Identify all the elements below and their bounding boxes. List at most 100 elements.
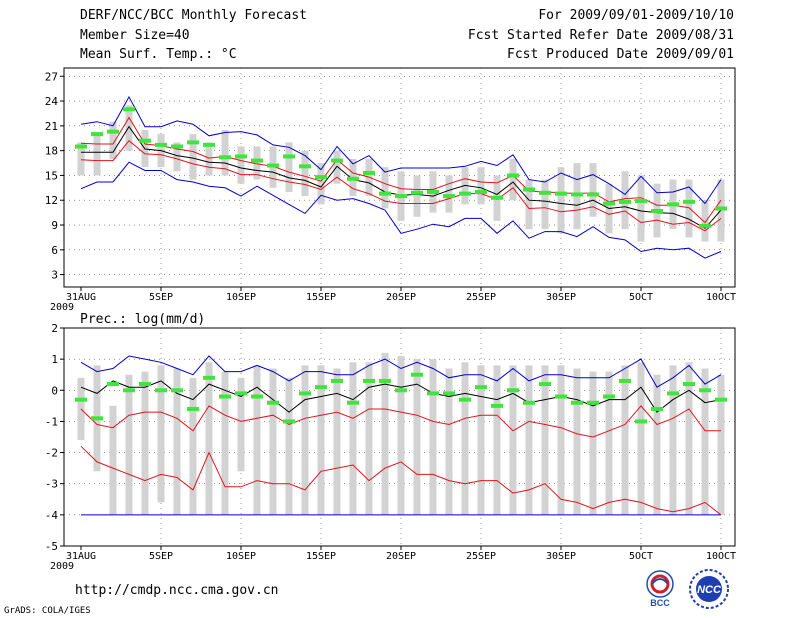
temp-plot-frame	[63, 67, 736, 288]
prec-ensemble-mark	[395, 388, 407, 393]
temp-ensemble-mark	[267, 163, 279, 168]
temp-ensemble-mark	[107, 129, 119, 134]
prec-ensemble-mark	[171, 388, 183, 393]
prec-ensemble-mark	[411, 372, 423, 377]
prec-ensemble-mark	[667, 391, 679, 396]
temp-ensemble-mark	[651, 208, 663, 213]
prec-box	[605, 371, 613, 515]
temp-ensemble-mark	[491, 195, 503, 200]
prec-ensemble-mark	[299, 391, 311, 396]
temp-box	[253, 146, 261, 180]
prec-box	[445, 368, 453, 515]
temp-ensemble-mark	[635, 199, 647, 204]
temp-box	[77, 142, 85, 176]
temp-box	[541, 179, 549, 230]
prec-y-tick-label: -2	[45, 447, 58, 460]
prec-box	[413, 359, 421, 515]
prec-x-tick-label: 20SEP	[386, 551, 416, 562]
prec-ensemble-mark	[139, 382, 151, 387]
temp-box	[589, 163, 597, 217]
prec-y-tick-label: 1	[51, 353, 58, 366]
temp-ensemble-mark	[219, 155, 231, 160]
temp-ensemble-mark	[331, 158, 343, 163]
temp-box	[301, 150, 309, 197]
temp-ensemble-mark	[459, 191, 471, 196]
prec-ensemble-mark	[555, 394, 567, 399]
temp-ensemble-mark	[363, 170, 375, 175]
prec-box	[509, 365, 517, 515]
prec-box	[125, 374, 133, 515]
temp-ensemble-mark	[587, 192, 599, 197]
temp-box	[701, 200, 709, 242]
temp-box	[221, 129, 229, 176]
prec-ensemble-mark	[107, 382, 119, 387]
prec-y-tick-label: -3	[45, 478, 58, 491]
prec-ensemble-mark	[219, 394, 231, 399]
prec-y-tick-label: -5	[45, 540, 58, 553]
ncc-logo-text: NCC	[697, 584, 722, 596]
prec-ensemble-mark	[699, 388, 711, 393]
prec-ensemble-mark	[491, 403, 503, 408]
prec-plot-frame	[63, 327, 736, 547]
prec-x-tick-label: 5OCT	[629, 551, 653, 562]
temp-box	[509, 158, 517, 201]
temp-y-tick-label: 12	[45, 194, 58, 207]
prec-box	[365, 362, 373, 515]
bcc-logo: BCC	[640, 568, 680, 608]
temp-box	[173, 142, 181, 172]
prec-box	[717, 374, 725, 515]
prec-ensemble-mark	[459, 397, 471, 402]
temp-y-tick-label: 6	[51, 244, 58, 257]
prec-box	[541, 365, 549, 515]
temp-ensemble-mark	[683, 199, 695, 204]
prec-box	[285, 377, 293, 515]
prec-box	[109, 405, 117, 515]
temp-ensemble-mark	[475, 189, 487, 194]
prec-ensemble-mark	[75, 397, 87, 402]
prec-box	[525, 365, 533, 515]
temp-box	[317, 163, 325, 205]
prec-ensemble-mark	[187, 406, 199, 411]
prec-series-p10	[80, 445, 722, 516]
temp-box	[381, 167, 389, 209]
temp-ensemble-mark	[203, 142, 215, 147]
temp-box	[205, 142, 213, 176]
variable-label: Mean Surf. Temp.: °C	[80, 47, 237, 62]
prec-box	[397, 356, 405, 515]
temp-ensemble-mark	[171, 144, 183, 149]
prec-ensemble-mark	[523, 400, 535, 405]
temp-box	[189, 134, 197, 180]
prec-x-year-label: 2009	[50, 561, 74, 572]
prec-box	[349, 362, 357, 515]
temp-ensemble-mark	[571, 192, 583, 197]
prec-x-tick-label: 15SEP	[306, 551, 336, 562]
prec-y-tick-label: 2	[51, 322, 58, 335]
temp-ensemble-mark	[123, 107, 135, 112]
prec-ensemble-mark	[155, 388, 167, 393]
temp-ensemble-mark	[283, 154, 295, 159]
prec-y-tick-label: -1	[45, 415, 58, 428]
temp-box	[413, 175, 421, 217]
prec-ensemble-mark	[475, 385, 487, 390]
prec-ensemble-mark	[587, 400, 599, 405]
prec-ensemble-mark	[267, 400, 279, 405]
temp-x-year-label: 2009	[50, 302, 74, 313]
temp-box	[637, 175, 645, 242]
prec-ensemble-mark	[203, 375, 215, 380]
prec-ensemble-mark	[619, 378, 631, 383]
temp-ensemble-mark	[411, 190, 423, 195]
prec-x-tick-label: 25SEP	[466, 551, 496, 562]
temp-x-tick-label: 5OCT	[629, 292, 653, 303]
temp-series-min	[80, 95, 722, 205]
temp-ensemble-mark	[347, 176, 359, 181]
temp-ensemble-mark	[555, 191, 567, 196]
prec-box	[77, 377, 85, 441]
prec-x-tick-label: 5SEP	[149, 551, 173, 562]
temp-box	[557, 167, 565, 234]
temp-ensemble-mark	[299, 164, 311, 169]
source-url[interactable]: http://cmdp.ncc.cma.gov.cn	[75, 583, 279, 598]
prec-ensemble-mark	[235, 391, 247, 396]
temp-box	[477, 167, 485, 205]
prec-box	[205, 362, 213, 515]
